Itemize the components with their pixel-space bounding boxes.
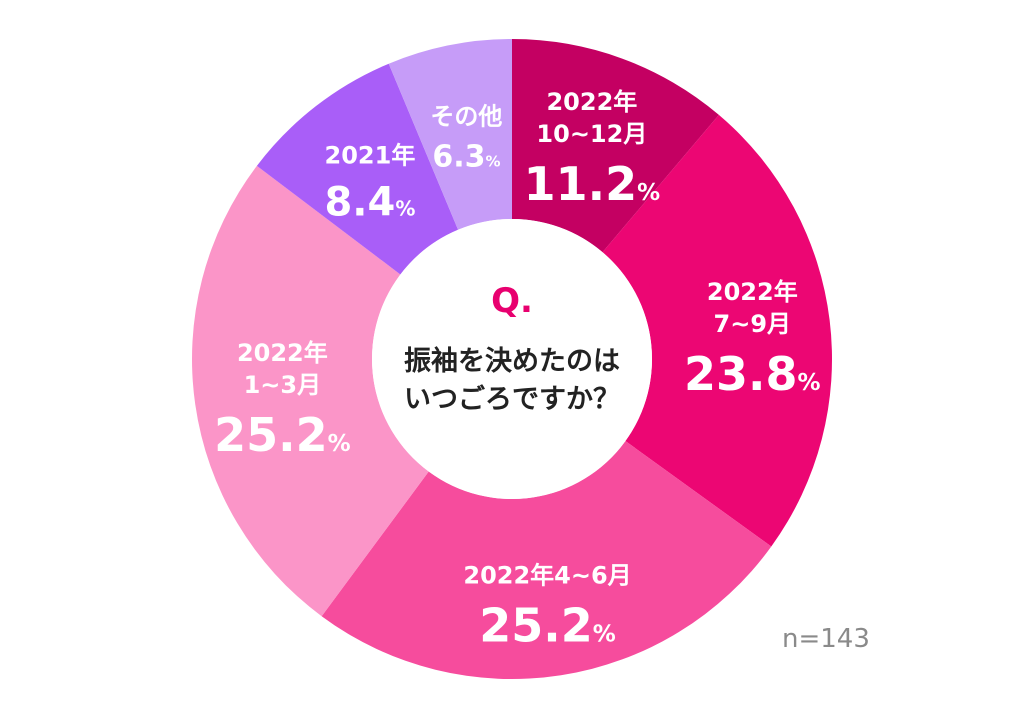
donut-slice-5 [388, 39, 512, 230]
donut-slice-0 [512, 39, 719, 253]
slice-label-1-line-0: 2022年 [707, 278, 798, 306]
slice-value-0: 11.2% [524, 157, 661, 211]
slice-value-5: 6.3% [432, 140, 500, 175]
slice-label-3-line-0: 2022年 [237, 339, 328, 367]
slices-layer [192, 39, 832, 679]
sample-size-label: n=143 [782, 624, 870, 654]
slice-value-3: 25.2% [214, 408, 351, 462]
donut-slice-1 [602, 114, 832, 547]
slice-label-0-line-1: 10~12月 [536, 120, 647, 148]
center-question-line1: 振袖を決めたのは [404, 346, 620, 377]
donut-slice-2 [321, 441, 772, 679]
slice-label-4-line-0: 2021年 [325, 142, 416, 170]
center-question-line2: いつごろですか？ [404, 383, 620, 415]
donut-slice-3 [192, 165, 429, 617]
slice-value-4: 8.4% [324, 180, 415, 226]
center-q-label: Q. [491, 281, 533, 321]
slice-value-2: 25.2% [479, 598, 616, 652]
slice-label-0-line-0: 2022年 [546, 88, 637, 116]
slice-value-1: 23.8% [684, 347, 821, 401]
donut-slice-4 [256, 63, 459, 275]
slice-label-1-line-1: 7~9月 [714, 310, 792, 338]
labels-layer: 2022年 10~12月 11.2% 2022年 7~9月 23.8% 2022年4~6月 2… [214, 88, 820, 652]
slice-label-2-line-0: 2022年4~6月 [463, 561, 631, 589]
slice-label-3-line-1: 1~3月 [244, 371, 322, 399]
slice-label-5-line-0: その他 [430, 103, 502, 131]
center-hole [372, 219, 652, 499]
